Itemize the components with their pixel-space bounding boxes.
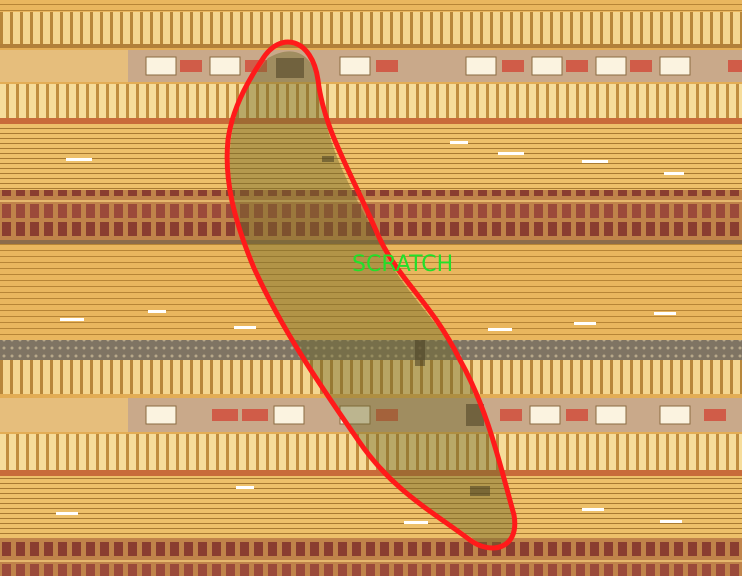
defect-outline (224, 39, 518, 551)
defect-label: SCRATCH (352, 252, 454, 277)
scratch-region (229, 51, 516, 548)
bond-pads-top (145, 56, 691, 76)
